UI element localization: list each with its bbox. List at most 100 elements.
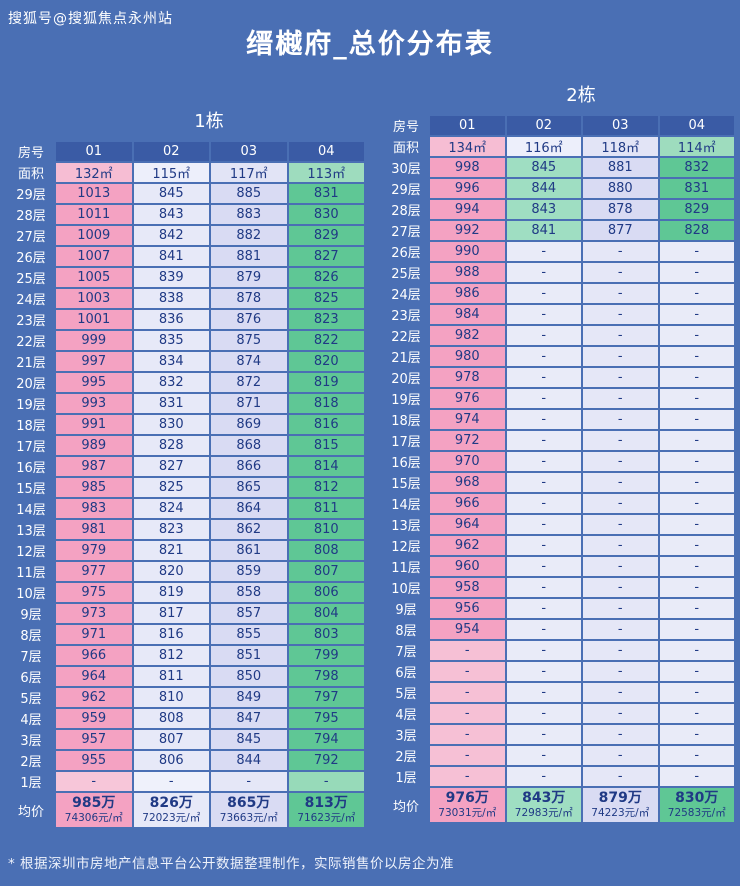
floor-label: 24层 [16, 293, 46, 308]
floor-row: 19层 976- - - [384, 389, 734, 408]
price-cell: 831 [659, 179, 734, 198]
price-cell: 999 [56, 331, 132, 350]
price-cell: 977 [56, 562, 132, 581]
price-cell: - [583, 578, 658, 597]
price-cell: - [430, 704, 505, 723]
price-cell: 984 [430, 305, 505, 324]
price-cell: 810 [133, 688, 209, 707]
floor-row: 4层 - - - - [384, 704, 734, 723]
floor-row: 1层 - - - - [384, 767, 734, 786]
floor-row: 18层 991 830 869 816 [8, 415, 364, 434]
price-cell: 997 [56, 352, 132, 371]
price-cell: 827 [133, 457, 209, 476]
price-table: 房号 01 02 03 04 面积 132㎡ 115㎡ 117㎡ 113㎡ 29层 1013 845 88… [6, 140, 366, 829]
floor-row: 16层 987 827 866 814 [8, 457, 364, 476]
price-cell: 827 [288, 247, 364, 266]
price-table: 房号 01 02 03 04 面积 134㎡ 116㎡ 118㎡ 114㎡ 30层 998 845 881… [382, 114, 736, 824]
price-cell: - [583, 767, 658, 786]
price-cell: 865 [211, 478, 287, 497]
price-cell: - [506, 620, 581, 639]
building-1-table: 房号 01 02 03 04 面积 132㎡ 115㎡ 117㎡ 113㎡ 29层 1013 845 88… [6, 140, 366, 829]
price-cell: 881 [211, 247, 287, 266]
price-cell: - [583, 284, 658, 303]
price-cell: 872 [211, 373, 287, 392]
price-cell: - [583, 494, 658, 513]
price-cell: 979 [56, 541, 132, 560]
price-cell: - [659, 557, 734, 576]
price-cell: - [506, 683, 581, 702]
price-cell: 843 [506, 200, 581, 219]
price-cell: 960 [430, 557, 505, 576]
floor-label: 10层 [16, 587, 46, 602]
price-cell: 966 [430, 494, 505, 513]
average-unit-price: 73663元/㎡ [219, 812, 278, 824]
price-cell: - [583, 557, 658, 576]
price-cell: 1009 [56, 226, 132, 245]
price-cell: - [659, 473, 734, 492]
price-cell: 964 [56, 667, 132, 686]
price-cell: 876 [211, 310, 287, 329]
price-cell: 996 [430, 179, 505, 198]
floor-label: 10层 [391, 582, 421, 597]
price-cell: 859 [211, 562, 287, 581]
price-cell: 972 [430, 431, 505, 450]
price-cell: - [288, 772, 364, 791]
price-cell: - [583, 662, 658, 681]
room-number-cell: 04 [288, 142, 364, 161]
average-price: 826万 [149, 795, 193, 811]
price-cell: 864 [211, 499, 287, 518]
price-cell: 988 [430, 263, 505, 282]
price-cell: 806 [133, 751, 209, 770]
price-cell: - [506, 704, 581, 723]
room-header-row: 房号 01 02 03 04 [8, 142, 364, 161]
price-cell: - [583, 536, 658, 555]
price-cell: 966 [56, 646, 132, 665]
price-cell: - [506, 410, 581, 429]
price-cell: - [506, 641, 581, 660]
price-cell: 869 [211, 415, 287, 434]
price-cell: 958 [430, 578, 505, 597]
average-unit-price: 73031元/㎡ [438, 807, 497, 819]
price-cell: 982 [430, 326, 505, 345]
floor-row: 26层 1007 841 881 827 [8, 247, 364, 266]
price-cell: - [659, 578, 734, 597]
floor-label: 18层 [16, 419, 46, 434]
price-cell: - [659, 620, 734, 639]
price-cell: - [506, 494, 581, 513]
floor-label: 28层 [16, 209, 46, 224]
average-cell: 830万 72583元/㎡ [659, 788, 734, 822]
price-cell: 794 [288, 730, 364, 749]
price-cell: - [659, 347, 734, 366]
price-cell: - [659, 683, 734, 702]
price-cell: 807 [288, 562, 364, 581]
average-cell: 843万 72983元/㎡ [506, 788, 581, 822]
floor-label: 14层 [391, 498, 421, 513]
price-cell: 1007 [56, 247, 132, 266]
average-unit-price: 72983元/㎡ [514, 807, 573, 819]
price-cell: - [659, 515, 734, 534]
price-cell: 812 [133, 646, 209, 665]
price-cell: 877 [583, 221, 658, 240]
price-cell: 792 [288, 751, 364, 770]
floor-row: 12层 979 821 861 808 [8, 541, 364, 560]
price-cell: - [506, 452, 581, 471]
room-header-label: 房号 [17, 146, 44, 161]
price-cell: 822 [288, 331, 364, 350]
floor-row: 23层 1001 836 876 823 [8, 310, 364, 329]
room-number-cell: 04 [659, 116, 734, 135]
price-cell: - [506, 305, 581, 324]
room-header-row: 房号 01 02 03 04 [384, 116, 734, 135]
floor-row: 8层 954- - - [384, 620, 734, 639]
price-cell: - [659, 263, 734, 282]
price-cell: 985 [56, 478, 132, 497]
price-cell: - [430, 683, 505, 702]
floor-label: 29层 [391, 183, 421, 198]
floor-label: 23层 [391, 309, 421, 324]
floor-label: 6层 [20, 671, 42, 686]
floor-row: 20层 995 832 872 819 [8, 373, 364, 392]
floor-label: 13层 [16, 524, 46, 539]
price-cell: 823 [288, 310, 364, 329]
floor-label: 4层 [395, 708, 417, 723]
price-cell: - [430, 641, 505, 660]
price-cell: 806 [288, 583, 364, 602]
